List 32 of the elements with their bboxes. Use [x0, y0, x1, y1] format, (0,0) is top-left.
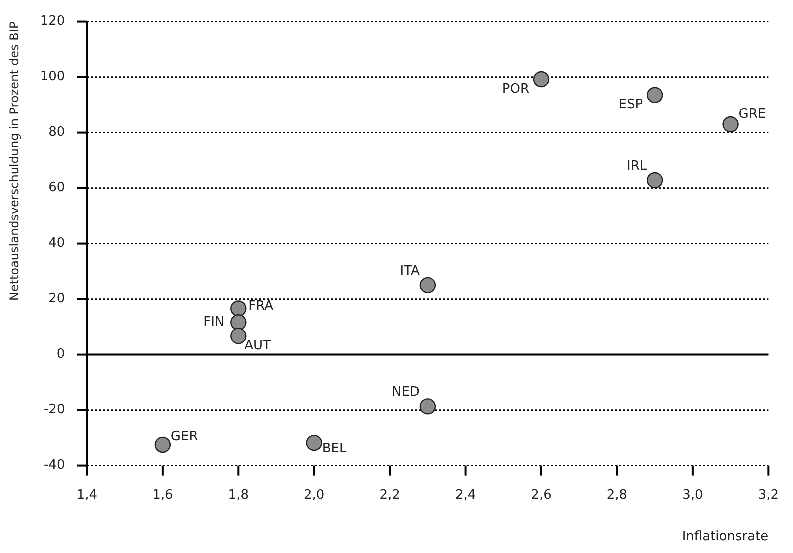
- annotation: ITA: [400, 264, 420, 279]
- y-tick-label: 40: [48, 236, 66, 252]
- x-axis-title: Inflationsrate: [682, 530, 769, 545]
- annotation: IRL: [626, 158, 648, 174]
- annotation: FRA: [248, 299, 274, 314]
- y-axis-title: Nettoauslandsverschuldung in Prozent des BIP: [7, 22, 22, 302]
- x-tick-label: 2,0: [304, 488, 325, 503]
- y-tick-label: 60: [48, 180, 66, 196]
- x-tick-label: 3,0: [682, 488, 704, 503]
- annotation: BEL: [322, 441, 348, 456]
- annotation: GER: [170, 429, 198, 444]
- x-tick-label: 2,4: [455, 488, 476, 503]
- x-tick-label: 3,2: [758, 488, 780, 503]
- x-tick-label: 1,6: [152, 488, 174, 503]
- annotation: AUT: [244, 338, 272, 354]
- y-tick-label: 20: [48, 292, 66, 307]
- annotation: ESP: [618, 98, 644, 113]
- y-tick-label: 100: [40, 70, 66, 85]
- y-tick-label: 120: [40, 14, 66, 30]
- annotation: FIN: [204, 314, 225, 330]
- x-tick-label: 1,8: [228, 488, 249, 503]
- y-tick-label: 80: [48, 125, 66, 140]
- y-tick-label: -20: [44, 402, 66, 418]
- annotation: POR: [502, 82, 530, 97]
- y-tick-label: 0: [56, 347, 66, 362]
- x-tick-label: 2,6: [531, 488, 552, 503]
- x-tick-label: 2,2: [380, 488, 400, 503]
- y-tick-label: -40: [44, 458, 66, 474]
- x-tick-label: 1,4: [76, 488, 98, 503]
- annotation: GRE: [738, 106, 766, 122]
- x-tick-label: 2,8: [606, 488, 628, 503]
- annotation: NED: [392, 385, 420, 400]
